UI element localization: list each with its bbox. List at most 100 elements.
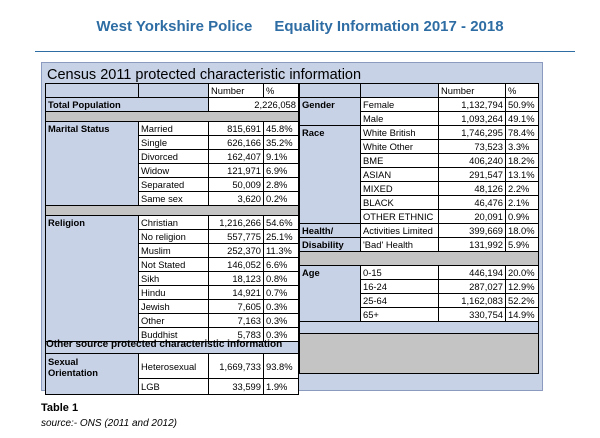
table-cell-percent: 35.2% — [263, 135, 299, 150]
table-row-label: Female — [360, 97, 439, 112]
table-cell-percent: 52.2% — [505, 293, 539, 308]
table-row-label: 25-64 — [360, 293, 439, 308]
table-cell-number: 287,027 — [438, 279, 506, 294]
total-population-value: 2,226,058 — [208, 97, 299, 112]
marital-status-label: Marital Status — [45, 121, 139, 206]
table-cell-percent: 78.4% — [505, 125, 539, 140]
table-cell-number: 5,783 — [208, 327, 264, 342]
table-row-label: 16-24 — [360, 279, 439, 294]
table-row-label: Heterosexual — [138, 353, 209, 379]
table-row-label: Married — [138, 121, 209, 136]
title-org: West Yorkshire Police — [96, 18, 253, 35]
table-row-label: LGB — [138, 378, 209, 395]
table-row-label: Single — [138, 135, 209, 150]
table-row-label: Male — [360, 111, 439, 126]
table-cell-percent: 12.9% — [505, 279, 539, 294]
table-cell-number: 46,476 — [438, 195, 506, 210]
table-row-label: ASIAN — [360, 167, 439, 182]
right-table: Number % Gender Female 1,132,794 50.9% M… — [299, 83, 539, 374]
table-cell-percent: 3.3% — [505, 139, 539, 154]
table-cell-percent: 54.6% — [263, 215, 299, 230]
table-cell-number: 252,370 — [208, 243, 264, 258]
table-row-label: Hindu — [138, 285, 209, 300]
table-row-label: Activities Limited — [360, 223, 439, 238]
table-row-label: Widow — [138, 163, 209, 178]
table-cell-number: 14,921 — [208, 285, 264, 300]
table-cell-number: 1,669,733 — [208, 353, 264, 379]
table-cell-percent: 9.1% — [263, 149, 299, 164]
table-cell-percent: 2.1% — [505, 195, 539, 210]
table-cell-percent: 0.2% — [263, 191, 299, 206]
table-cell-percent: 0.3% — [263, 299, 299, 314]
table-cell-number: 7,163 — [208, 313, 264, 328]
table-cell-number: 1,093,264 — [438, 111, 506, 126]
table-row-label: Separated — [138, 177, 209, 192]
table-cell-number: 20,091 — [438, 209, 506, 224]
table-row-label: White Other — [360, 139, 439, 154]
religion-label: Religion — [45, 215, 139, 342]
table-row-label: 65+ — [360, 307, 439, 322]
title-rule — [35, 51, 575, 52]
table-row-label: White British — [360, 125, 439, 140]
gender-label: Gender — [299, 97, 361, 126]
age-label: Age — [299, 265, 361, 322]
table-cell-number: 1,162,083 — [438, 293, 506, 308]
table-cell-percent: 6.6% — [263, 257, 299, 272]
census-table-panel: Census 2011 protected characteristic inf… — [41, 62, 543, 395]
table-cell-number: 291,547 — [438, 167, 506, 182]
table-cell-number: 446,194 — [438, 265, 506, 280]
table-cell-number: 162,407 — [208, 149, 264, 164]
table-cell-percent: 0.8% — [263, 271, 299, 286]
table-cell-percent: 1.9% — [263, 378, 299, 395]
table-cell-number: 48,126 — [438, 181, 506, 196]
table-cell-number: 73,523 — [438, 139, 506, 154]
table-row-label: Same sex — [138, 191, 209, 206]
race-label: Race — [299, 125, 361, 224]
table-cell-number: 3,620 — [208, 191, 264, 206]
table-cell-number: 557,775 — [208, 229, 264, 244]
table-cell-percent: 18.2% — [505, 153, 539, 168]
health-label-line1: Health/ — [299, 223, 361, 238]
table-cell-percent: 18.0% — [505, 223, 539, 238]
col-header-percent: % — [263, 83, 299, 98]
table-row-label: Divorced — [138, 149, 209, 164]
census-table-title: Census 2011 protected characteristic inf… — [47, 67, 362, 83]
table-cell-percent: 49.1% — [505, 111, 539, 126]
table-cell-number: 1,216,266 — [208, 215, 264, 230]
empty-gray-block — [299, 333, 539, 374]
health-label-line2: Disability — [299, 237, 361, 252]
table-cell-number: 1,132,794 — [438, 97, 506, 112]
table-row-label: Sikh — [138, 271, 209, 286]
title-doc: Equality Information 2017 - 2018 — [274, 18, 504, 35]
table-cell-number: 50,009 — [208, 177, 264, 192]
source-note: source:- ONS (2011 and 2012) — [41, 418, 178, 429]
table-row-label: No religion — [138, 229, 209, 244]
table-cell-percent: 13.1% — [505, 167, 539, 182]
table-cell-percent: 0.9% — [505, 209, 539, 224]
table-cell-percent: 0.3% — [263, 313, 299, 328]
table-row-label: BLACK — [360, 195, 439, 210]
table-cell-number: 815,691 — [208, 121, 264, 136]
table-cell-number: 330,754 — [438, 307, 506, 322]
table-cell-percent: 6.9% — [263, 163, 299, 178]
table-cell-number: 131,992 — [438, 237, 506, 252]
col-header-number: Number — [208, 83, 264, 98]
table-cell-percent: 5.9% — [505, 237, 539, 252]
left-table: Number % Total Population 2,226,058 Mari… — [45, 83, 299, 395]
table-cell-percent: 45.8% — [263, 121, 299, 136]
table-cell-percent: 11.3% — [263, 243, 299, 258]
table-cell-percent: 2.8% — [263, 177, 299, 192]
table-cell-percent: 0.3% — [263, 327, 299, 342]
table-row-label: Other — [138, 313, 209, 328]
table-row-label: BME — [360, 153, 439, 168]
table-row-label: 0-15 — [360, 265, 439, 280]
table-cell-number: 399,669 — [438, 223, 506, 238]
table-cell-number: 626,166 — [208, 135, 264, 150]
table-cell-number: 18,123 — [208, 271, 264, 286]
table-cell-number: 406,240 — [438, 153, 506, 168]
table-row-label: Not Stated — [138, 257, 209, 272]
table-row-label: Buddhist — [138, 327, 209, 342]
table-row-label: Jewish — [138, 299, 209, 314]
table-cell-number: 7,605 — [208, 299, 264, 314]
table-cell-number: 33,599 — [208, 378, 264, 395]
